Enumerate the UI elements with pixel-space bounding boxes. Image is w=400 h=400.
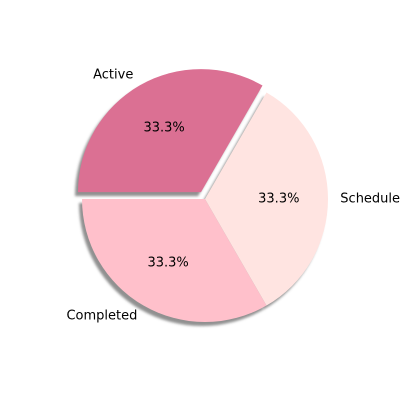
- pie-pct-label-scheduled: 33.3%: [258, 192, 299, 207]
- pie-slice-completed: [82, 199, 267, 322]
- pie-label-layer: 33.3% Active 33.3% Completed 33.3% Scheduled: [66, 67, 400, 323]
- pie-wedge-layer: [77, 69, 328, 322]
- pie-category-label-active: Active: [93, 67, 133, 82]
- pie-slice-active: [77, 69, 263, 193]
- pie-category-label-scheduled: Scheduled: [340, 192, 400, 207]
- pie-slice-scheduled: [205, 92, 328, 306]
- pie-pct-label-completed: 33.3%: [147, 255, 188, 270]
- pie-pct-label-active: 33.3%: [143, 121, 184, 136]
- pie-category-label-completed: Completed: [66, 309, 137, 324]
